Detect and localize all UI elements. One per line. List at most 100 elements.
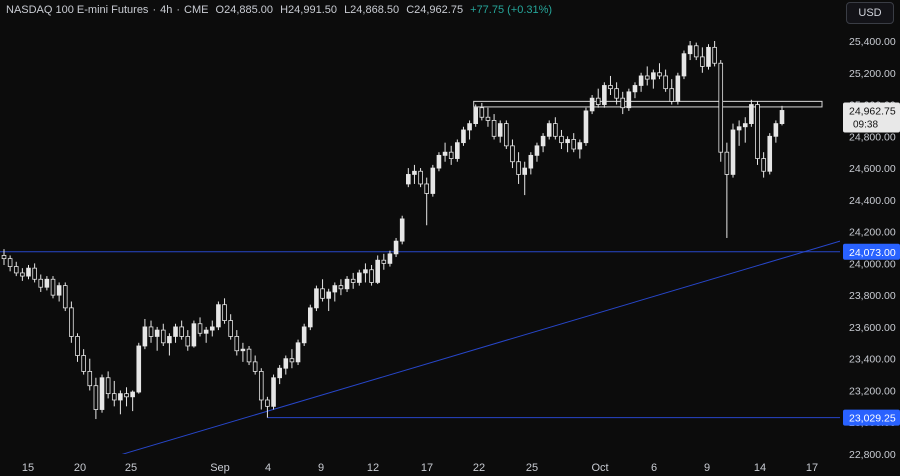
candle-body (118, 393, 123, 401)
close-value: C24,962.75 (406, 4, 464, 16)
candle (479, 102, 485, 121)
level-price-badge (843, 409, 900, 426)
candle (191, 320, 197, 348)
candle (314, 285, 319, 312)
candle (706, 44, 711, 70)
candle (516, 152, 521, 184)
candle-body (693, 45, 699, 58)
candle-body (283, 358, 289, 369)
candle-body (7, 258, 13, 267)
candle-body (154, 329, 160, 337)
candle (510, 139, 515, 169)
candle-body (681, 53, 687, 77)
y-tick-label: 24,400.00 (849, 195, 896, 207)
candle (332, 282, 338, 302)
candle (216, 301, 221, 331)
trendline (117, 240, 841, 457)
candle-body (375, 259, 380, 283)
candle (111, 380, 117, 407)
candle (761, 152, 766, 178)
open-value: O24,885.00 (215, 4, 274, 16)
candle-body (308, 307, 313, 328)
candle (546, 120, 552, 140)
candle-body (105, 377, 111, 395)
candle (387, 250, 393, 267)
candle-body (522, 167, 528, 175)
candle (755, 101, 760, 165)
symbol-header: NASDAQ 100 E-mini Futures · 4h · CME O24,885… (6, 4, 556, 16)
candle-body (314, 288, 319, 309)
x-tick-label: 9 (318, 462, 324, 474)
candle (614, 82, 619, 105)
candle (485, 107, 491, 127)
candle (69, 301, 74, 343)
candle (669, 79, 675, 105)
candle-body (320, 288, 325, 299)
candle-body (467, 123, 472, 131)
level-price-badge (843, 243, 900, 260)
candle-body (130, 391, 135, 398)
candle (393, 237, 399, 258)
bar-countdown: 09:38 (853, 119, 878, 130)
y-tick-label: 23,200.00 (849, 385, 896, 397)
y-tick-label: 25,200.00 (849, 68, 896, 80)
time-axis[interactable]: 15 20 25 Sep 4 9 12 17 22 25 Oct 6 9 14 17 (0, 454, 840, 476)
candle-body (399, 218, 405, 242)
candle-body (234, 336, 240, 352)
candle-body (173, 326, 178, 337)
candle-body (559, 135, 564, 144)
candle-body (363, 269, 368, 274)
interval-label[interactable]: 4h (160, 4, 173, 16)
y-tick-label: 24,600.00 (849, 163, 896, 175)
candle-body (271, 377, 276, 407)
candle (528, 152, 534, 175)
candle-body (632, 85, 638, 93)
candle (338, 279, 344, 296)
candle-body (240, 348, 246, 352)
candle (240, 342, 246, 362)
candle-body (357, 272, 362, 283)
candle-body (99, 377, 105, 410)
price-axis[interactable]: 25,400.0025,200.0025,000.0024,800.0024,6… (840, 0, 900, 476)
candle (608, 75, 613, 96)
candle-body (491, 120, 497, 137)
x-tick-label: 25 (526, 462, 538, 474)
candle (448, 145, 454, 165)
candle-body (485, 116, 491, 121)
candle-body (13, 266, 19, 274)
candle (638, 72, 644, 92)
x-tick-label: 9 (704, 462, 710, 474)
candle-body (142, 326, 148, 347)
candle-body (332, 285, 338, 293)
high-value: H24,991.50 (280, 4, 337, 16)
candle-body (185, 336, 191, 347)
candle-body (136, 345, 142, 393)
candle-body (700, 56, 705, 67)
candle-body (81, 355, 86, 372)
candle (504, 120, 509, 150)
currency-button[interactable]: USD (846, 2, 894, 24)
candle (20, 268, 25, 281)
x-tick-label: 12 (367, 462, 379, 474)
candle (399, 215, 405, 245)
candle-body (589, 97, 595, 112)
candle (736, 120, 742, 146)
candle (118, 390, 123, 415)
candle (179, 320, 184, 340)
candle-body (479, 107, 485, 118)
candle-body (706, 46, 711, 67)
candle (632, 82, 638, 99)
candle-body (638, 75, 644, 86)
candle (357, 269, 362, 286)
candle-body (148, 326, 154, 337)
candle-body (663, 75, 668, 90)
candle-body (657, 72, 662, 77)
candle (442, 142, 448, 162)
candle-body (191, 323, 197, 347)
candle (252, 355, 258, 375)
candle-body (455, 142, 460, 159)
candle-body (424, 183, 429, 194)
candle-body (289, 358, 295, 363)
candle (326, 288, 331, 312)
